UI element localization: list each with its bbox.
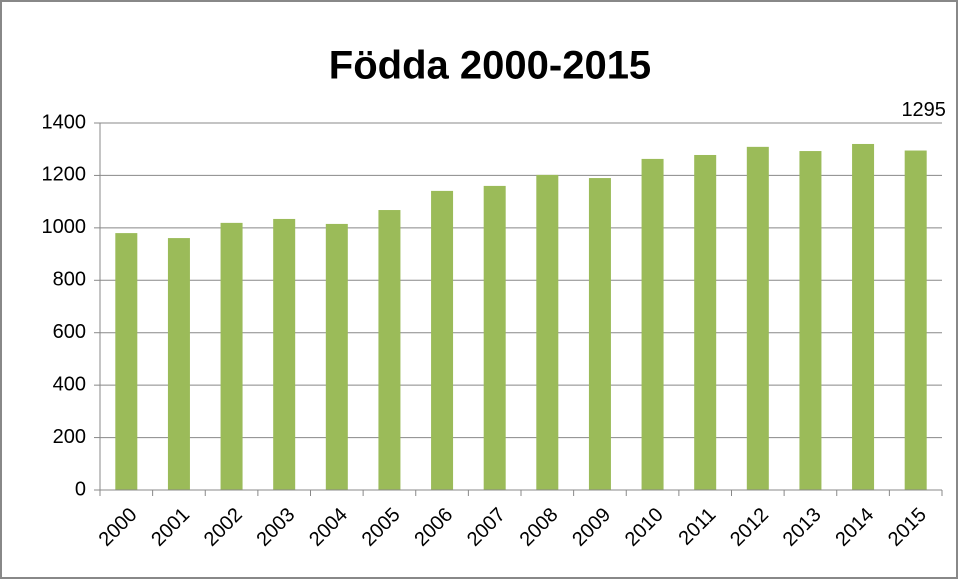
y-tick-label: 600 bbox=[53, 321, 86, 343]
y-tick-label: 400 bbox=[53, 373, 86, 395]
bar bbox=[325, 223, 348, 491]
bar bbox=[746, 146, 769, 491]
bar bbox=[852, 143, 875, 490]
bar bbox=[536, 174, 559, 490]
y-tick-label: 0 bbox=[75, 478, 86, 500]
bar bbox=[694, 154, 717, 490]
bar bbox=[273, 218, 296, 491]
y-tick-label: 800 bbox=[53, 269, 86, 291]
bar bbox=[904, 150, 927, 490]
bar bbox=[115, 233, 138, 490]
bar bbox=[378, 210, 401, 490]
bar bbox=[220, 222, 243, 490]
data-label: 1295 bbox=[901, 99, 946, 121]
y-tick-label: 200 bbox=[53, 426, 86, 448]
y-tick-label: 1400 bbox=[42, 111, 87, 133]
bar bbox=[431, 190, 454, 490]
bar bbox=[799, 151, 822, 490]
bar bbox=[588, 178, 611, 491]
bar bbox=[167, 238, 190, 490]
chart-title: Födda 2000-2015 bbox=[329, 44, 651, 88]
bar bbox=[641, 158, 664, 490]
y-tick-label: 1000 bbox=[42, 216, 87, 238]
bar bbox=[483, 185, 506, 490]
y-tick-label: 1200 bbox=[42, 164, 87, 186]
